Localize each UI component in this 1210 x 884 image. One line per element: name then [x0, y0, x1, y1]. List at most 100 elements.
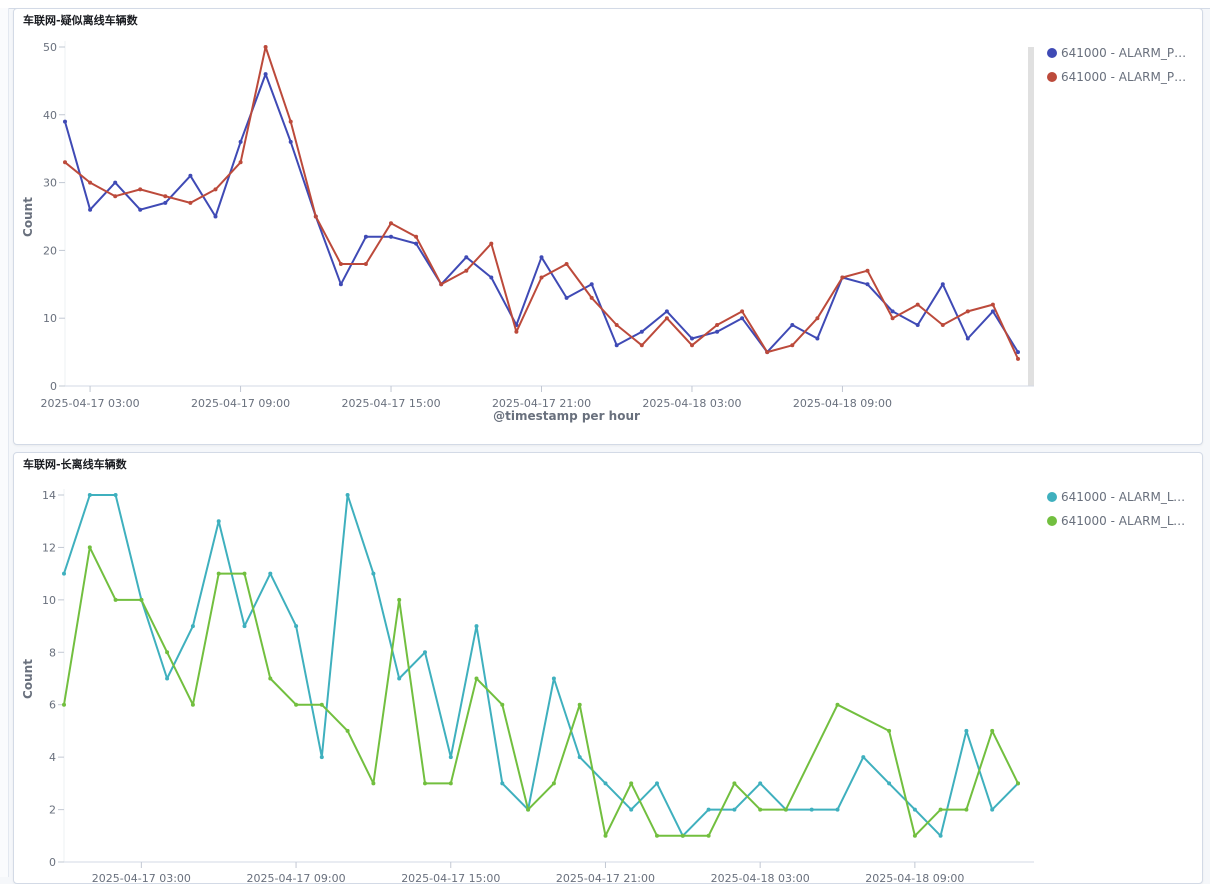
- data-point[interactable]: [940, 282, 945, 287]
- data-point[interactable]: [783, 807, 788, 812]
- data-point[interactable]: [938, 833, 943, 838]
- data-point[interactable]: [758, 807, 763, 812]
- data-point[interactable]: [345, 728, 350, 733]
- data-point[interactable]: [414, 241, 419, 246]
- data-point[interactable]: [363, 234, 368, 239]
- data-point[interactable]: [865, 282, 870, 287]
- data-point[interactable]: [163, 200, 168, 205]
- legend-item-series-1[interactable]: 641000 - ALARM_PO...: [1047, 41, 1197, 65]
- data-point[interactable]: [338, 282, 343, 287]
- legend-item-series-2[interactable]: 641000 - ALARM_PO...: [1047, 65, 1197, 89]
- data-point[interactable]: [732, 807, 737, 812]
- data-point[interactable]: [940, 323, 945, 327]
- data-point[interactable]: [62, 571, 66, 576]
- data-point[interactable]: [113, 493, 118, 497]
- data-point[interactable]: [88, 180, 93, 185]
- data-point[interactable]: [964, 807, 969, 812]
- data-point[interactable]: [915, 323, 920, 327]
- data-point[interactable]: [188, 200, 193, 205]
- data-point[interactable]: [564, 295, 569, 300]
- data-point[interactable]: [213, 187, 218, 192]
- data-point[interactable]: [397, 597, 402, 602]
- data-point[interactable]: [603, 833, 608, 838]
- data-point[interactable]: [539, 255, 544, 260]
- data-point[interactable]: [423, 650, 427, 655]
- data-point[interactable]: [887, 781, 892, 786]
- data-point[interactable]: [313, 214, 318, 219]
- data-point[interactable]: [840, 275, 845, 280]
- data-point[interactable]: [809, 807, 814, 812]
- data-point[interactable]: [790, 343, 795, 348]
- data-point[interactable]: [87, 493, 92, 497]
- data-point[interactable]: [589, 295, 594, 300]
- data-point[interactable]: [577, 755, 582, 760]
- data-point[interactable]: [63, 119, 67, 124]
- data-point[interactable]: [865, 268, 870, 273]
- data-point[interactable]: [489, 241, 494, 246]
- data-point[interactable]: [815, 316, 820, 321]
- data-point[interactable]: [526, 807, 531, 812]
- data-point[interactable]: [965, 309, 970, 314]
- data-point[interactable]: [165, 650, 170, 655]
- data-point[interactable]: [938, 807, 943, 812]
- data-point[interactable]: [690, 336, 694, 341]
- data-point[interactable]: [113, 597, 118, 602]
- data-point[interactable]: [474, 624, 479, 629]
- data-point[interactable]: [861, 755, 866, 760]
- data-point[interactable]: [765, 350, 770, 355]
- data-point[interactable]: [139, 597, 144, 602]
- data-point[interactable]: [389, 234, 393, 239]
- data-point[interactable]: [263, 45, 268, 49]
- data-point[interactable]: [464, 268, 469, 273]
- data-point[interactable]: [664, 316, 669, 321]
- data-point[interactable]: [345, 493, 350, 497]
- data-point[interactable]: [912, 833, 917, 838]
- data-point[interactable]: [242, 624, 247, 629]
- data-point[interactable]: [639, 329, 644, 334]
- data-point[interactable]: [338, 262, 343, 266]
- data-point[interactable]: [113, 194, 118, 199]
- data-point[interactable]: [414, 234, 419, 239]
- data-point[interactable]: [62, 702, 66, 707]
- data-point[interactable]: [564, 262, 569, 266]
- data-point[interactable]: [629, 807, 634, 812]
- data-point[interactable]: [551, 781, 556, 786]
- data-point[interactable]: [680, 833, 685, 838]
- data-point[interactable]: [371, 781, 376, 786]
- data-point[interactable]: [268, 676, 273, 681]
- data-point[interactable]: [732, 781, 737, 786]
- data-point[interactable]: [242, 571, 247, 576]
- data-point[interactable]: [439, 282, 444, 287]
- data-point[interactable]: [87, 545, 92, 550]
- data-point[interactable]: [715, 323, 720, 327]
- data-point[interactable]: [577, 702, 582, 707]
- data-point[interactable]: [216, 519, 221, 524]
- data-point[interactable]: [216, 571, 221, 576]
- data-point[interactable]: [423, 781, 427, 786]
- data-point[interactable]: [1016, 350, 1020, 355]
- data-point[interactable]: [790, 323, 795, 327]
- data-point[interactable]: [1016, 356, 1020, 361]
- data-point[interactable]: [965, 336, 970, 341]
- data-point[interactable]: [740, 316, 745, 321]
- data-point[interactable]: [319, 755, 324, 760]
- data-point[interactable]: [165, 676, 170, 681]
- data-point[interactable]: [629, 781, 634, 786]
- data-point[interactable]: [815, 336, 820, 341]
- data-point[interactable]: [288, 119, 293, 124]
- data-point[interactable]: [138, 187, 143, 192]
- data-point[interactable]: [539, 275, 544, 280]
- data-point[interactable]: [706, 833, 711, 838]
- data-point[interactable]: [603, 781, 608, 786]
- data-point[interactable]: [288, 139, 293, 144]
- data-point[interactable]: [448, 781, 453, 786]
- data-point[interactable]: [835, 807, 840, 812]
- data-point[interactable]: [294, 702, 299, 707]
- data-point[interactable]: [614, 323, 619, 327]
- data-point[interactable]: [715, 329, 720, 334]
- data-point[interactable]: [113, 180, 118, 185]
- data-point[interactable]: [990, 728, 995, 733]
- data-point[interactable]: [464, 255, 469, 260]
- data-point[interactable]: [1016, 781, 1020, 786]
- data-point[interactable]: [758, 781, 763, 786]
